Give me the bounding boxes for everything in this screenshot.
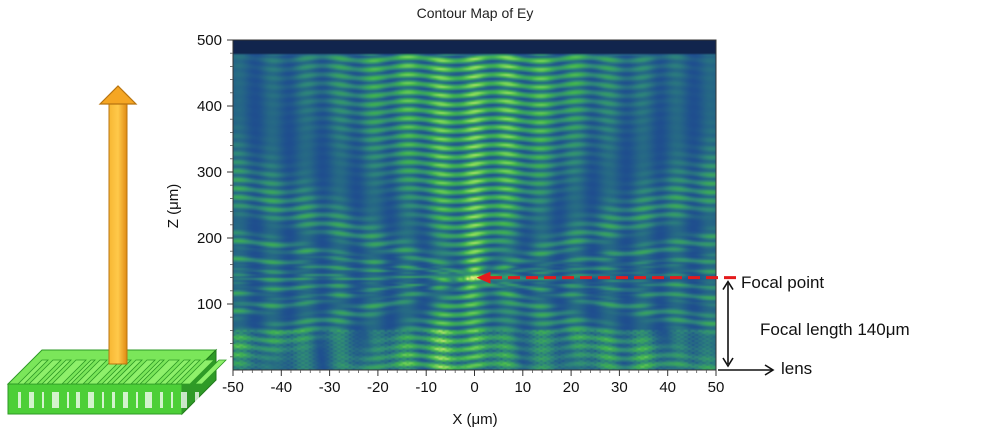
chart-title: Contour Map of Ey <box>417 5 534 21</box>
grating-ridge <box>194 359 227 385</box>
x-tick-label: -20 <box>367 379 389 396</box>
x-tick-label: 50 <box>708 379 725 396</box>
grating-slot <box>136 392 138 408</box>
y-tick-label: 200 <box>197 230 222 247</box>
grating-ridge <box>180 359 215 385</box>
grating-ridge <box>135 359 165 385</box>
x-tick-label: -50 <box>222 379 244 396</box>
grating-slot <box>88 392 94 408</box>
y-tick-label: 400 <box>197 98 222 115</box>
grating-ridge <box>111 359 143 385</box>
y-axis-label: Z (μm) <box>165 184 182 228</box>
focal-point-label: Focal point <box>741 273 824 292</box>
grating-slot <box>52 392 59 408</box>
x-axis-label: X (μm) <box>452 411 497 428</box>
y-tick-label: 300 <box>197 164 222 181</box>
x-tick-label: -30 <box>319 379 341 396</box>
grating-slot <box>171 392 173 408</box>
x-tick-label: 10 <box>514 379 531 396</box>
y-tick-label: 100 <box>197 296 222 313</box>
grating-slot <box>18 392 21 408</box>
grating-ridge <box>66 359 96 385</box>
grating-slot <box>123 392 128 408</box>
heatmap-image <box>233 40 716 370</box>
dimension-arrow-down-icon <box>722 357 734 368</box>
lens-illustration <box>6 85 227 416</box>
axes: -50 -40 -30 -20 -10 0 10 20 30 40 50 100 200 300 400 50… <box>197 32 724 396</box>
lens-label: lens <box>781 359 812 378</box>
x-tick-label: 40 <box>659 379 676 396</box>
propagation-arrow-icon <box>98 85 138 365</box>
grating-ridge <box>170 359 201 385</box>
grating-ridge <box>51 359 87 385</box>
metalens-grating-icon <box>6 348 227 416</box>
lens-pointer-arrow-icon <box>764 364 775 376</box>
x-tick-label: 0 <box>470 379 478 396</box>
grating-ridge <box>28 359 62 385</box>
x-tick-label: -10 <box>415 379 437 396</box>
grating-ridge <box>101 359 132 385</box>
grating-slot <box>67 392 69 408</box>
grating-ridge <box>17 359 49 385</box>
x-tick-label: 20 <box>563 379 580 396</box>
grating-slot <box>42 392 44 408</box>
grating-slot <box>181 392 187 408</box>
grating-slot <box>76 392 80 408</box>
grating-slot <box>195 392 199 408</box>
grating-ridge <box>75 359 108 385</box>
grating-slot <box>145 392 152 408</box>
grating-slot <box>160 392 163 408</box>
grating-ridge <box>122 359 156 385</box>
grating-slot <box>112 392 115 408</box>
annotations <box>476 271 775 376</box>
grating-ridge <box>159 359 191 385</box>
grating-ridge <box>144 359 180 385</box>
dimension-arrow-up-icon <box>722 280 734 291</box>
x-tick-label: 30 <box>611 379 628 396</box>
grating-slot <box>102 392 104 408</box>
focal-length-label: Focal length 140μm <box>760 320 910 339</box>
x-tick-label: -40 <box>270 379 292 396</box>
grating-ridge <box>41 359 72 385</box>
focal-point-arrow-head-icon <box>476 271 491 284</box>
ey-contour-heatmap <box>233 40 716 370</box>
y-tick-label: 500 <box>197 32 222 49</box>
grating-slot <box>29 392 34 408</box>
